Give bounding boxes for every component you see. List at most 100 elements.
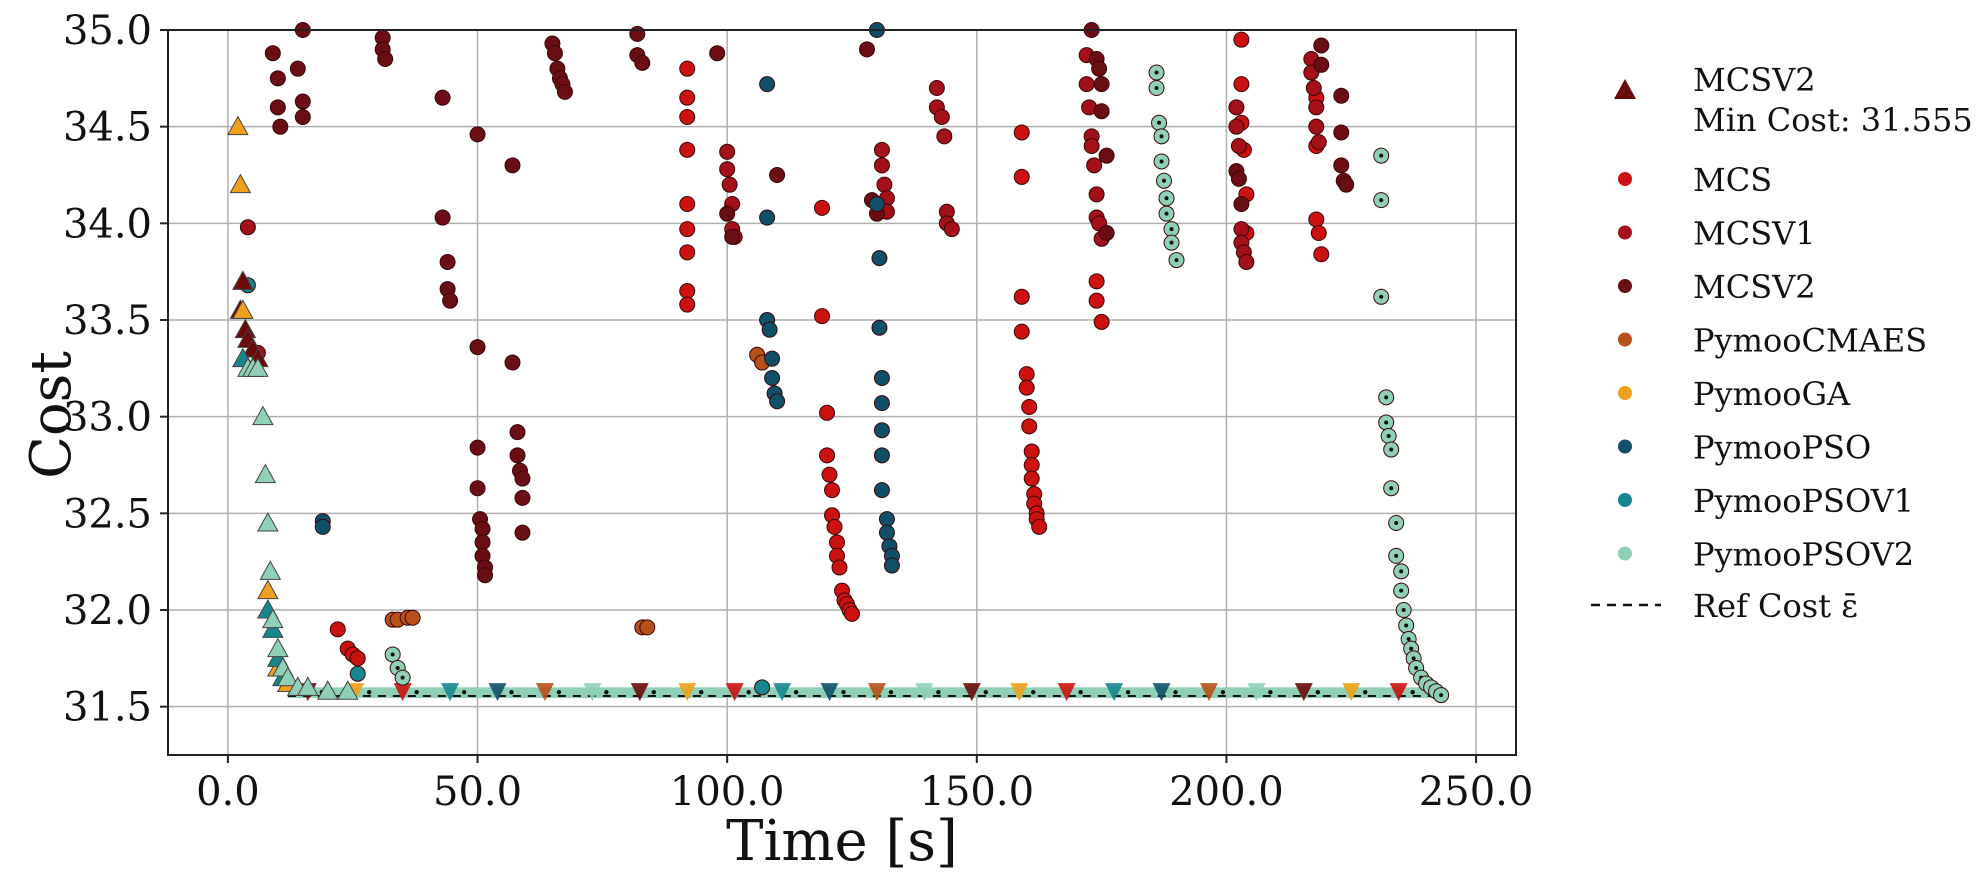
scatter-point (272, 118, 289, 135)
scatter-point-center (1394, 553, 1399, 558)
band-dot (1410, 689, 1415, 695)
band-marker (962, 683, 981, 702)
band-marker (393, 683, 412, 702)
scatter-point-center (1384, 420, 1389, 425)
scatter-point (831, 559, 848, 576)
band-marker (725, 683, 744, 702)
scatter-point (556, 83, 573, 100)
scatter-point (1013, 124, 1030, 141)
scatter-point (289, 60, 306, 77)
scatter-point (1093, 76, 1110, 93)
scatter-point (761, 321, 778, 338)
scatter-point (1230, 138, 1247, 154)
scatter-point (239, 219, 256, 236)
scatter-point (1088, 292, 1105, 309)
scatter-point (873, 141, 890, 158)
scatter-point (814, 308, 831, 325)
scatter-point (434, 209, 451, 226)
scatter-point (1021, 399, 1038, 415)
scatter-point (1233, 221, 1250, 238)
triangle-point (296, 676, 319, 696)
scatter-point-center (1159, 134, 1164, 139)
scatter-point (769, 393, 786, 410)
scatter-point-center (1164, 211, 1169, 216)
scatter-point (1023, 443, 1040, 460)
scatter-point (873, 482, 890, 499)
scatter-point (721, 176, 738, 193)
band-marker (915, 683, 934, 702)
scatter-point (883, 557, 900, 574)
scatter-point-center (1394, 521, 1399, 525)
legend-label: MCSV2 (1693, 61, 1816, 99)
scatter-point (1078, 76, 1095, 93)
band-marker (535, 683, 554, 702)
scatter-point (1086, 157, 1103, 174)
band-dot (461, 689, 467, 695)
scatter-point-center (1174, 258, 1179, 263)
data-points (227, 22, 1450, 704)
band-dot (1315, 689, 1321, 695)
scatter-point (1083, 138, 1100, 154)
scatter-point-center (1169, 240, 1174, 245)
legend-marker-circle (1618, 493, 1632, 507)
scatter-point (377, 51, 394, 67)
band-dot (509, 689, 514, 695)
scatter-point (329, 621, 346, 638)
legend-label: Ref Cost ε̄ (1693, 587, 1858, 625)
scatter-point-center (1154, 70, 1159, 75)
x-tick-label: 50.0 (433, 769, 522, 815)
legend-label: PymooPSOV1 (1693, 482, 1914, 520)
scatter-point (504, 354, 521, 371)
scatter-point (679, 196, 696, 212)
scatter-point-center (1389, 486, 1394, 491)
scatter-point-center (395, 666, 400, 670)
scatter-point (679, 244, 696, 261)
band-marker (820, 683, 839, 702)
band-dot (1031, 689, 1036, 695)
triangle-point (247, 357, 269, 377)
band-marker (1342, 683, 1361, 702)
scatter-point (871, 250, 888, 267)
scatter-point (1228, 118, 1245, 135)
scatter-point (943, 221, 960, 238)
band-marker (630, 683, 649, 702)
legend-marker-circle (1618, 386, 1632, 400)
x-tick-label: 0.0 (196, 769, 260, 815)
scatter-point (873, 395, 890, 412)
band-marker (1152, 683, 1171, 702)
scatter-point (1031, 518, 1048, 535)
scatter-point (469, 480, 486, 497)
scatter-point (469, 339, 486, 356)
scatter-point (1023, 457, 1040, 473)
band-dot (1363, 689, 1368, 695)
scatter-point-center (1399, 569, 1404, 574)
band-dot (367, 689, 372, 695)
triangle-point (316, 680, 339, 700)
scatter-point (264, 45, 281, 62)
band-dot (1125, 689, 1131, 695)
scatter-point (1233, 196, 1250, 212)
scatter-point-center (1439, 693, 1444, 698)
legend-label: PymooPSOV2 (1693, 536, 1914, 574)
scatter-point (1013, 323, 1030, 340)
legend-marker-circle (1618, 225, 1632, 240)
triangle-point (261, 618, 284, 638)
scatter-point (474, 520, 491, 537)
scatter-point (1333, 124, 1350, 141)
scatter-point (1018, 379, 1035, 396)
scatter-point (269, 70, 286, 87)
scatter-point (878, 511, 895, 528)
band-marker (488, 683, 507, 702)
scatter-point-center (390, 652, 395, 657)
band-marker (1247, 683, 1266, 702)
band-dot (1078, 689, 1083, 695)
scatter-point (1098, 147, 1115, 164)
band-marker (1294, 683, 1313, 702)
scatter-point (1023, 470, 1040, 487)
triangle-point (232, 270, 254, 290)
scatter-point-center (1164, 196, 1169, 201)
scatter-point (769, 167, 786, 183)
scatter-point (1305, 80, 1322, 96)
scatter-point (1313, 37, 1330, 54)
band-dot (888, 689, 894, 695)
